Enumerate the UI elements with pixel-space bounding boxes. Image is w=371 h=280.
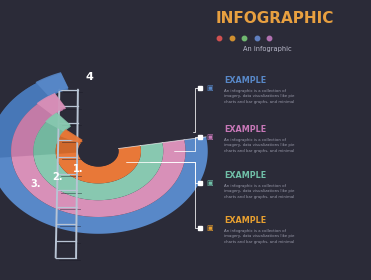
Text: An infographic is a collection of
imagery, data visualizations like pie
charts a: An infographic is a collection of imager…: [224, 137, 295, 153]
Polygon shape: [37, 93, 66, 115]
Polygon shape: [33, 114, 71, 155]
Text: 2.: 2.: [52, 172, 62, 182]
Text: An infographic: An infographic: [243, 46, 292, 52]
Text: An infographic is a collection of
imagery, data visualizations like pie
charts a: An infographic is a collection of imager…: [224, 228, 295, 244]
Text: An infographic is a collection of
imagery, data visualizations like pie
charts a: An infographic is a collection of imager…: [224, 184, 295, 199]
Text: EXAMPLE: EXAMPLE: [224, 125, 267, 134]
Text: ▣: ▣: [206, 225, 213, 231]
Polygon shape: [33, 114, 163, 200]
Polygon shape: [11, 94, 66, 157]
Text: 1.: 1.: [73, 164, 83, 174]
Text: EXAMPLE: EXAMPLE: [224, 171, 267, 180]
Polygon shape: [45, 112, 71, 131]
Text: EXAMPLE: EXAMPLE: [224, 216, 267, 225]
Text: ▣: ▣: [206, 134, 213, 140]
Text: INFOGRAPHIC: INFOGRAPHIC: [215, 11, 334, 26]
Text: ▣: ▣: [206, 85, 213, 91]
Text: 3.: 3.: [31, 179, 41, 189]
Polygon shape: [56, 130, 83, 154]
Text: ▣: ▣: [206, 180, 213, 186]
Polygon shape: [60, 129, 83, 143]
Text: EXAMPLE: EXAMPLE: [224, 76, 267, 85]
Text: 4: 4: [86, 72, 94, 82]
Polygon shape: [0, 74, 69, 158]
Polygon shape: [0, 74, 208, 234]
Polygon shape: [11, 94, 185, 217]
Polygon shape: [36, 72, 69, 96]
Circle shape: [79, 137, 118, 166]
Text: An infographic is a collection of
imagery, data visualizations like pie
charts a: An infographic is a collection of imager…: [224, 88, 295, 104]
Polygon shape: [56, 130, 141, 183]
